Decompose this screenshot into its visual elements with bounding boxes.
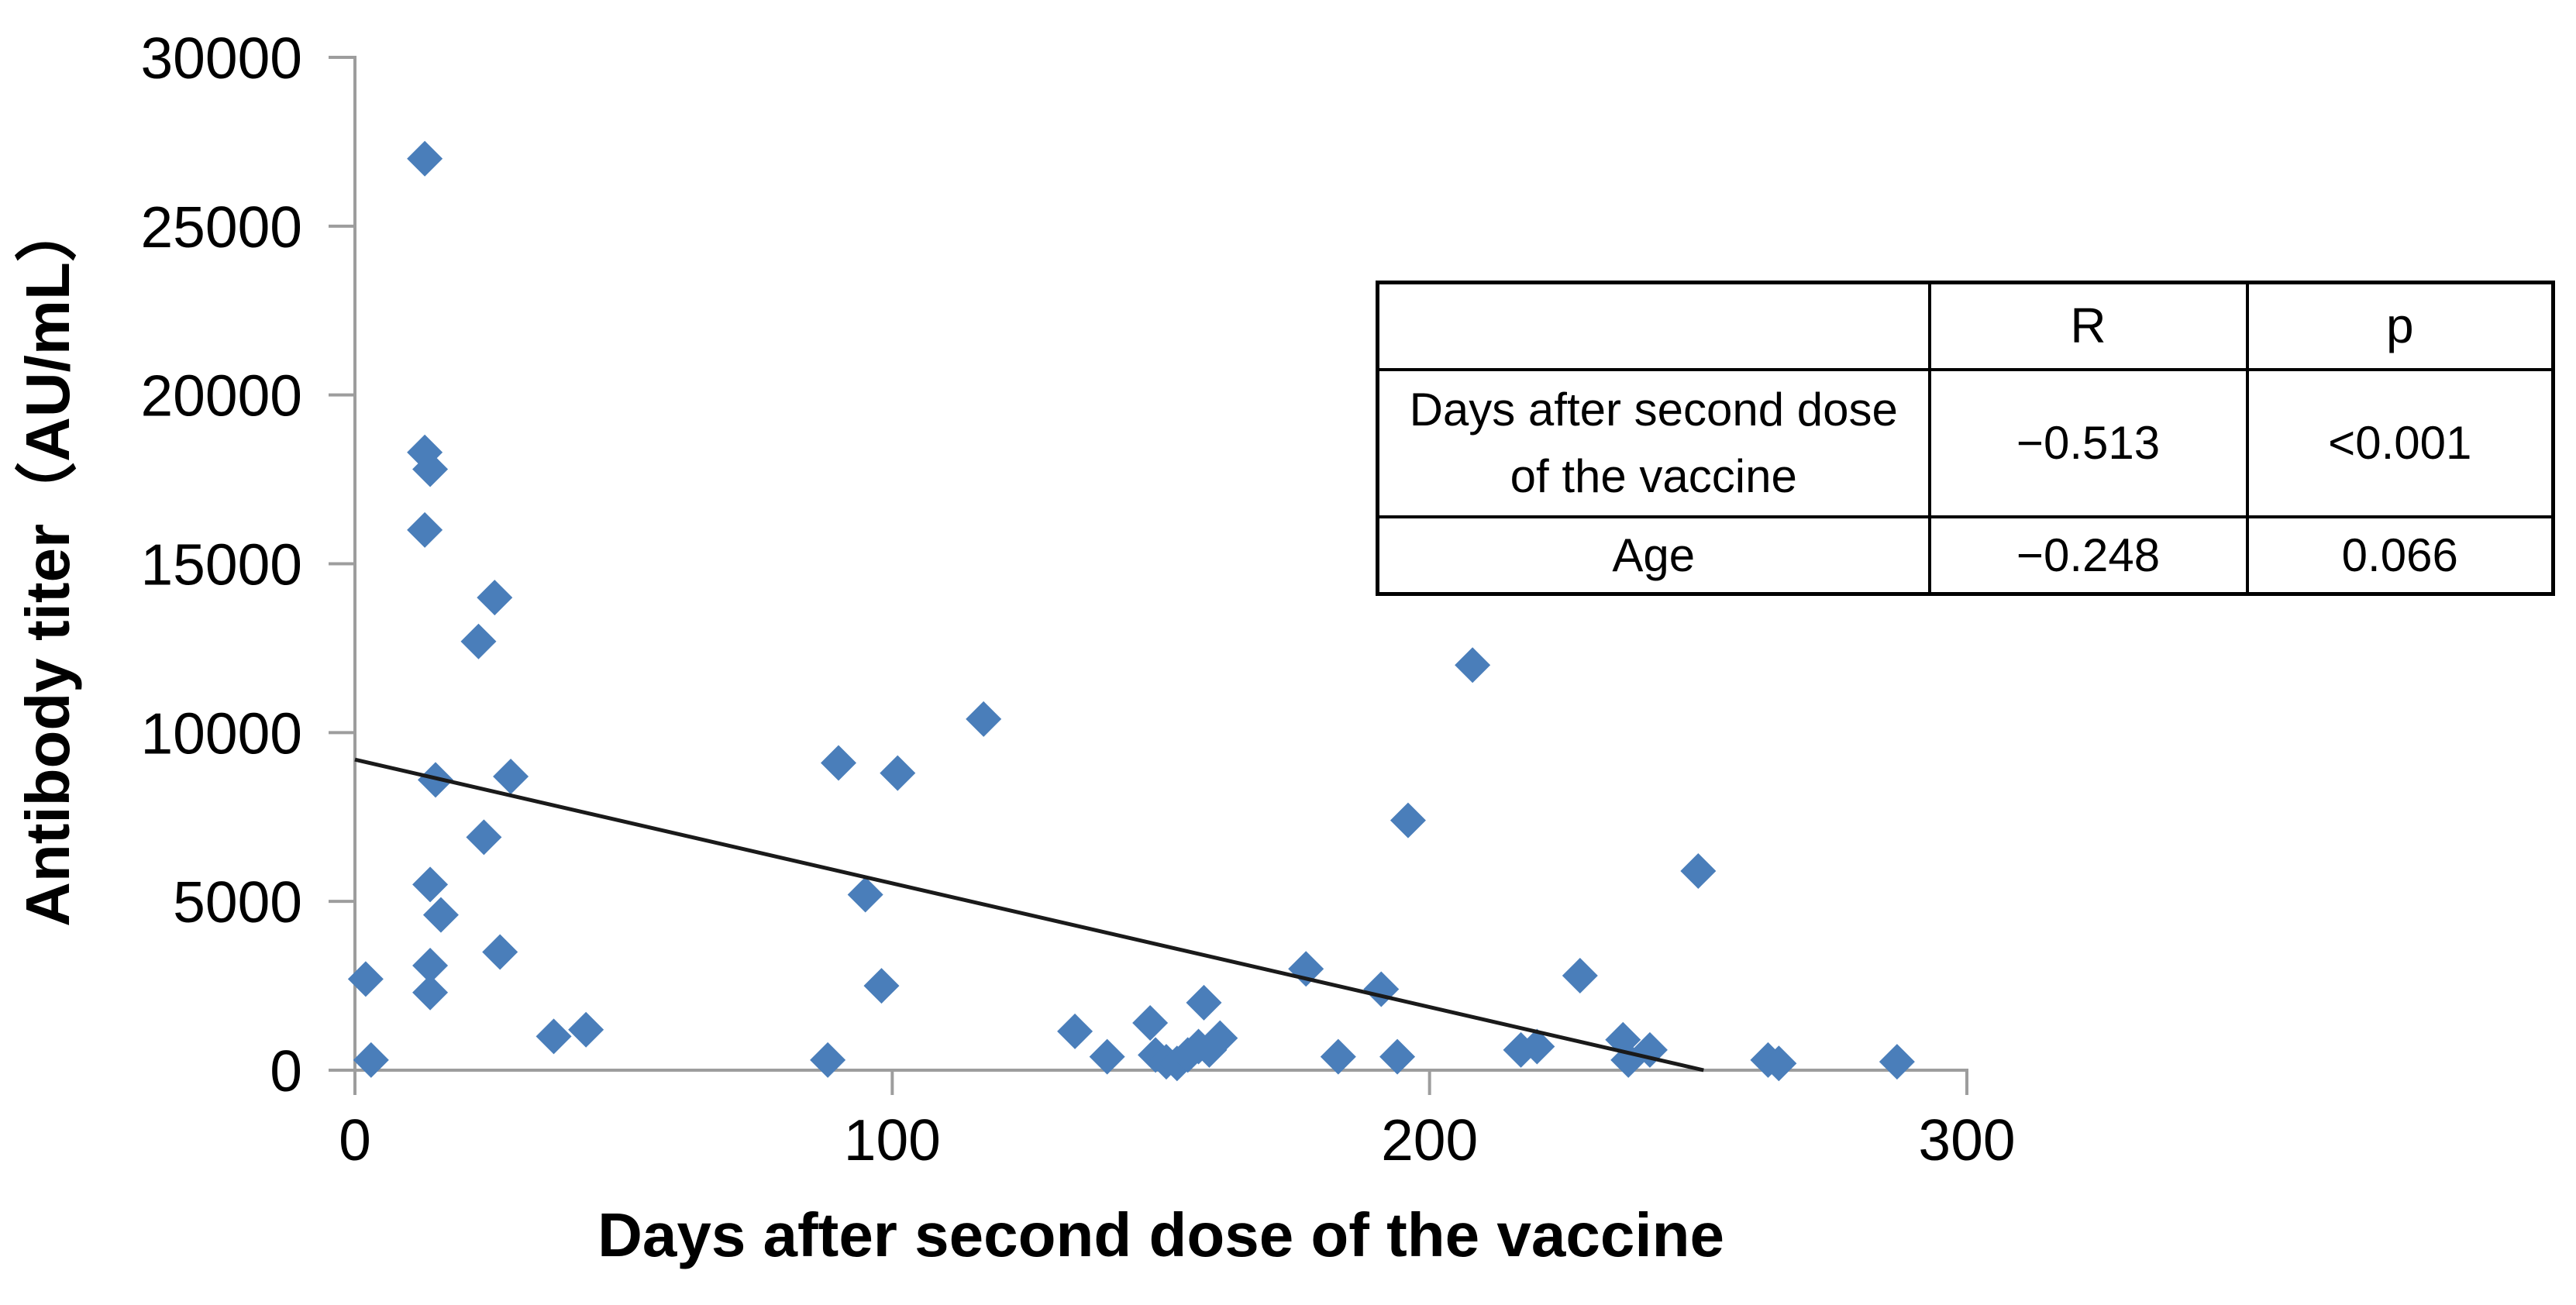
table-row: Age −0.248 0.066: [1376, 515, 2555, 596]
x-tick-label: 200: [1381, 1107, 1478, 1172]
y-tick-label: 30000: [140, 26, 302, 91]
data-point: [1320, 1038, 1356, 1075]
y-tick-label: 15000: [140, 532, 302, 597]
data-point: [347, 961, 384, 997]
y-tick-label: 0: [270, 1038, 302, 1104]
data-point: [1562, 958, 1598, 994]
data-point: [1089, 1038, 1125, 1075]
data-point: [1202, 1020, 1238, 1056]
data-point: [568, 1011, 604, 1048]
data-point: [880, 755, 916, 791]
data-point: [810, 1042, 846, 1078]
data-point: [412, 947, 449, 983]
stats-row-label-age: Age: [1376, 515, 1931, 596]
data-point: [1761, 1045, 1797, 1082]
data-point: [412, 974, 449, 1011]
data-point: [422, 897, 459, 933]
x-tick-label: 300: [1918, 1107, 2015, 1172]
data-point: [1455, 647, 1491, 683]
data-point: [407, 140, 443, 177]
trend-line: [354, 757, 1704, 1073]
data-point: [1379, 1038, 1416, 1075]
data-point: [1186, 984, 1222, 1021]
y-tick-label: 20000: [140, 363, 302, 429]
stats-col-header-p: p: [2245, 281, 2555, 371]
data-point: [412, 451, 449, 487]
data-point: [1879, 1044, 1915, 1080]
stats-value-age-p: 0.066: [2245, 515, 2555, 596]
data-point: [536, 1018, 572, 1055]
data-point: [1519, 1028, 1555, 1065]
data-point: [1390, 802, 1426, 838]
y-tick-label: 5000: [173, 869, 302, 935]
x-tick-label: 0: [339, 1107, 371, 1172]
data-point: [863, 968, 900, 1004]
stats-value-age-r: −0.248: [1927, 515, 2249, 596]
y-tick-label: 25000: [140, 195, 302, 260]
stats-col-header-r: R: [1927, 281, 2249, 371]
data-point: [460, 623, 497, 659]
table-row: Days after second dose of the vaccine −0…: [1376, 367, 2555, 518]
stats-corner-cell: [1376, 281, 1931, 371]
stats-table: R p Days after second dose of the vaccin…: [1376, 281, 2555, 596]
data-point: [966, 701, 1002, 737]
x-tick-label: 100: [844, 1107, 941, 1172]
data-point: [1680, 852, 1717, 889]
data-point: [1057, 1013, 1093, 1049]
data-point: [847, 876, 883, 913]
x-axis-title: Days after second dose of the vaccine: [598, 1200, 1724, 1269]
data-point: [407, 511, 443, 548]
data-point: [1363, 971, 1400, 1007]
data-point: [477, 580, 513, 616]
data-point: [466, 819, 502, 856]
data-point: [482, 934, 518, 970]
stats-row-label-days: Days after second dose of the vaccine: [1376, 367, 1931, 518]
data-point: [493, 758, 529, 794]
y-tick-label: 10000: [140, 701, 302, 766]
data-point: [353, 1042, 389, 1078]
data-point: [1132, 1005, 1169, 1042]
stats-value-days-p: <0.001: [2245, 367, 2555, 518]
stats-value-days-r: −0.513: [1927, 367, 2249, 518]
data-point: [412, 866, 449, 903]
y-axis-title: Antibody titer（AU/mL）: [13, 200, 82, 927]
data-point: [821, 745, 856, 781]
